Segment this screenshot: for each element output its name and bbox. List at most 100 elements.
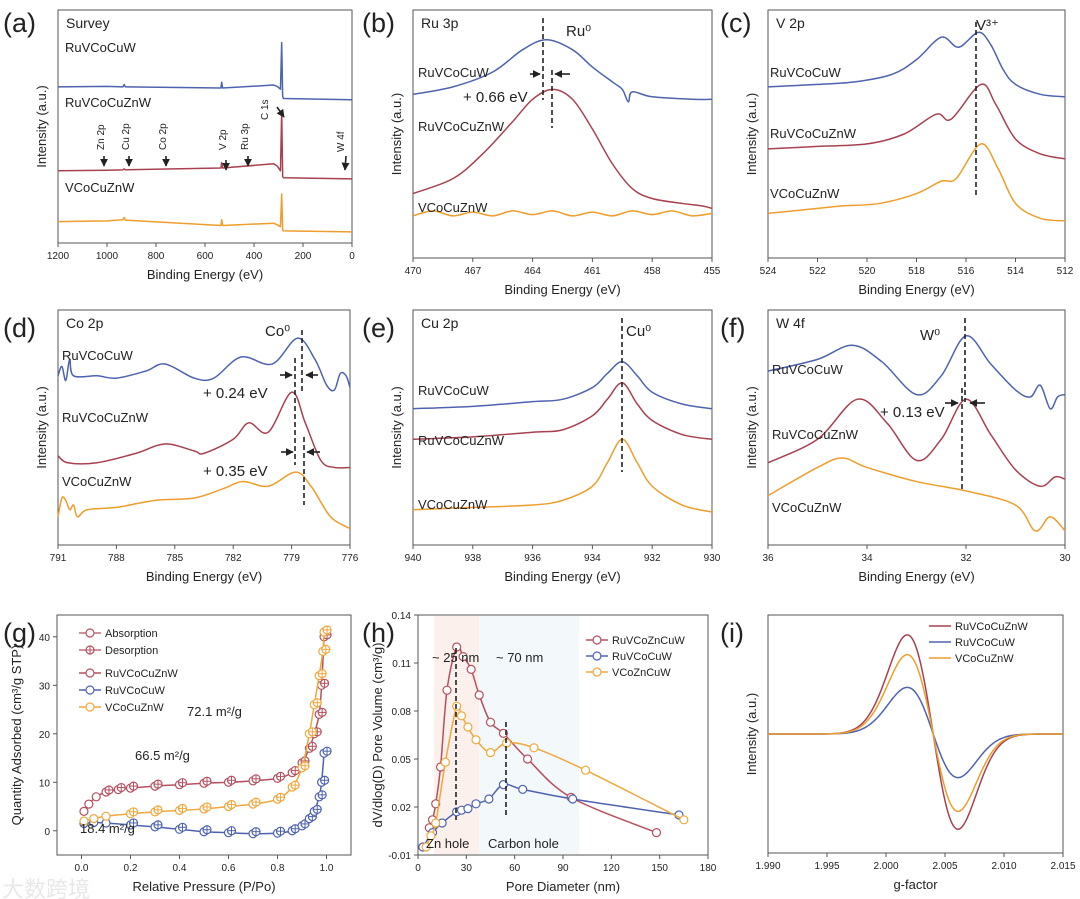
series-line-RuVCoCuZnW: [412, 88, 713, 210]
x-tick-label: 940: [405, 553, 422, 564]
watermark: 大数跨境: [2, 877, 90, 899]
x-tick-label: 1.995: [814, 861, 839, 872]
y-axis-label-d: Intensity (a.u.): [34, 386, 49, 468]
annotation-label: W 4f: [336, 131, 347, 152]
x-tick-label: 514: [1007, 266, 1024, 277]
data-point-VCoZnCuW: [456, 711, 467, 721]
annotation-label: W⁰: [920, 327, 940, 344]
data-point-RuVCoZnCuW: [458, 651, 468, 662]
legend-marker: [85, 685, 95, 695]
data-point-RuVCoCuW: [471, 799, 481, 809]
data-point-RuVCoCuW: [568, 794, 578, 804]
series-label-RuVCoCuZnW: RuVCoCuZnW: [418, 433, 505, 448]
series-label-VCoCuZnW: VCoCuZnW: [770, 186, 840, 201]
y-tick-label: 0.02: [392, 803, 412, 814]
legend-marker: [592, 667, 602, 677]
series-label-VCoCuZnW: VCoCuZnW: [62, 474, 132, 489]
series-label-RuVCoCuW: RuVCoCuW: [770, 65, 842, 80]
x-tick-label: 800: [148, 251, 165, 262]
series-line-VCoCuZnW: [767, 143, 1066, 222]
data-point-RuVCoZnCuW: [466, 664, 476, 675]
legend-marker: [592, 651, 602, 661]
y-tick-label: 20: [39, 730, 51, 741]
data-point-VCoCuZnW: [101, 811, 111, 821]
legend-marker: [85, 702, 95, 712]
annotation-label: ~ 70 nm: [496, 650, 543, 665]
annotation-label: + 0.35 eV: [203, 463, 268, 480]
panel-title-e: Cu 2p: [421, 315, 459, 331]
series-line-VCoCuZnW: [768, 653, 1063, 813]
annotation-label: + 0.13 eV: [880, 404, 945, 421]
x-tick-label: 938: [464, 553, 481, 564]
panel-title-a: Survey: [66, 15, 110, 31]
legend-label-VCoCuZnW: VCoCuZnW: [955, 653, 1014, 665]
shift-arrow-icon: [276, 106, 285, 118]
series-label-RuVCoCuZnW: RuVCoCuZnW: [65, 95, 152, 110]
data-point-VCoZnCuW: [580, 765, 591, 775]
data-point-RuVCoZnCuW: [485, 717, 496, 727]
y-tick-label: 0.05: [392, 755, 412, 766]
panel-label-b: (b): [362, 8, 395, 38]
carbon-hole-region: [479, 616, 580, 854]
x-axis-label-g: Relative Pressure (P/Po): [132, 879, 275, 894]
y-tick-label: 0: [44, 827, 50, 838]
panel-title-c: V 2p: [776, 15, 805, 31]
series-line-RuVCoCuW: [767, 335, 1066, 410]
data-point-RuVCoCuZnW: [79, 806, 89, 816]
x-tick-label: 1.990: [755, 861, 780, 872]
annotation-label: Zn 2p: [96, 124, 107, 150]
data-point-VCoZnCuW: [529, 743, 539, 753]
data-point-VCoZnCuW: [679, 815, 689, 825]
data-point-RuVCoCuW: [463, 803, 473, 814]
x-tick-label: 936: [524, 553, 541, 564]
x-tick-label: 461: [584, 266, 601, 277]
panel-label-a: (a): [3, 8, 36, 38]
panel-label-e: (e): [362, 313, 395, 343]
panel-label-d: (d): [3, 313, 36, 343]
annotation-label: V 2p: [218, 129, 229, 150]
series-label-VCoCuZnW: VCoCuZnW: [418, 497, 488, 512]
x-tick-label: 30: [1059, 553, 1071, 564]
data-point-RuVCoZnCuW: [651, 827, 662, 838]
annotation-label: Cu⁰: [626, 323, 651, 340]
data-point-VCoZnCuW: [431, 818, 441, 828]
data-point-VCoZnCuW: [426, 831, 436, 841]
x-tick-label: 930: [704, 553, 721, 564]
data-point-RuVCoZnCuW: [474, 690, 484, 700]
x-tick-label: 785: [166, 553, 183, 564]
legend-label-RuVCoCuW: RuVCoCuW: [105, 685, 166, 697]
x-tick-label: 32: [960, 553, 972, 564]
y-tick-label: 0.11: [392, 659, 411, 670]
data-point-RuVCoCuW: [518, 784, 528, 795]
x-tick-label: 60: [509, 863, 521, 874]
x-tick-label: 0: [415, 863, 421, 874]
legend-marker: [592, 635, 602, 645]
x-axis-label-i: g-factor: [893, 877, 938, 892]
series-label-RuVCoCuW: RuVCoCuW: [772, 362, 844, 377]
series-line-VCoCuZnW: [412, 210, 713, 217]
x-tick-label: 0.2: [124, 863, 138, 874]
series-label-VCoCuZnW: VCoCuZnW: [65, 180, 135, 195]
x-tick-label: 788: [108, 553, 125, 564]
legend-label-RuVCoCuZnW: RuVCoCuZnW: [955, 621, 1028, 633]
x-tick-label: 0.4: [173, 863, 187, 874]
x-tick-label: 776: [342, 553, 359, 564]
annotation-label: Zn hole: [426, 836, 469, 851]
x-tick-label: 779: [283, 553, 300, 564]
data-point-VCoCuZnW: [79, 816, 89, 826]
y-axis-label-b: Intensity (a.u.): [389, 93, 404, 175]
x-axis-label-d: Binding Energy (eV): [146, 569, 262, 584]
data-point-VCoZnCuW: [485, 747, 496, 758]
series-line-RuVCoCuW: [768, 686, 1064, 779]
x-tick-label: 516: [958, 266, 975, 277]
legend-label-RuVCoZnCuW: RuVCoZnCuW: [612, 635, 685, 647]
x-tick-label: 791: [50, 553, 67, 564]
x-axis-label-a: Binding Energy (eV): [147, 267, 263, 282]
x-axis-label-c: Binding Energy (eV): [858, 282, 974, 297]
series-label-RuVCoCuW: RuVCoCuW: [418, 383, 490, 398]
annotation-label: 66.5 m²/g: [135, 748, 190, 763]
x-tick-label: 1000: [96, 251, 119, 262]
series-label-RuVCoCuW: RuVCoCuW: [418, 65, 490, 80]
x-tick-label: 518: [908, 266, 925, 277]
